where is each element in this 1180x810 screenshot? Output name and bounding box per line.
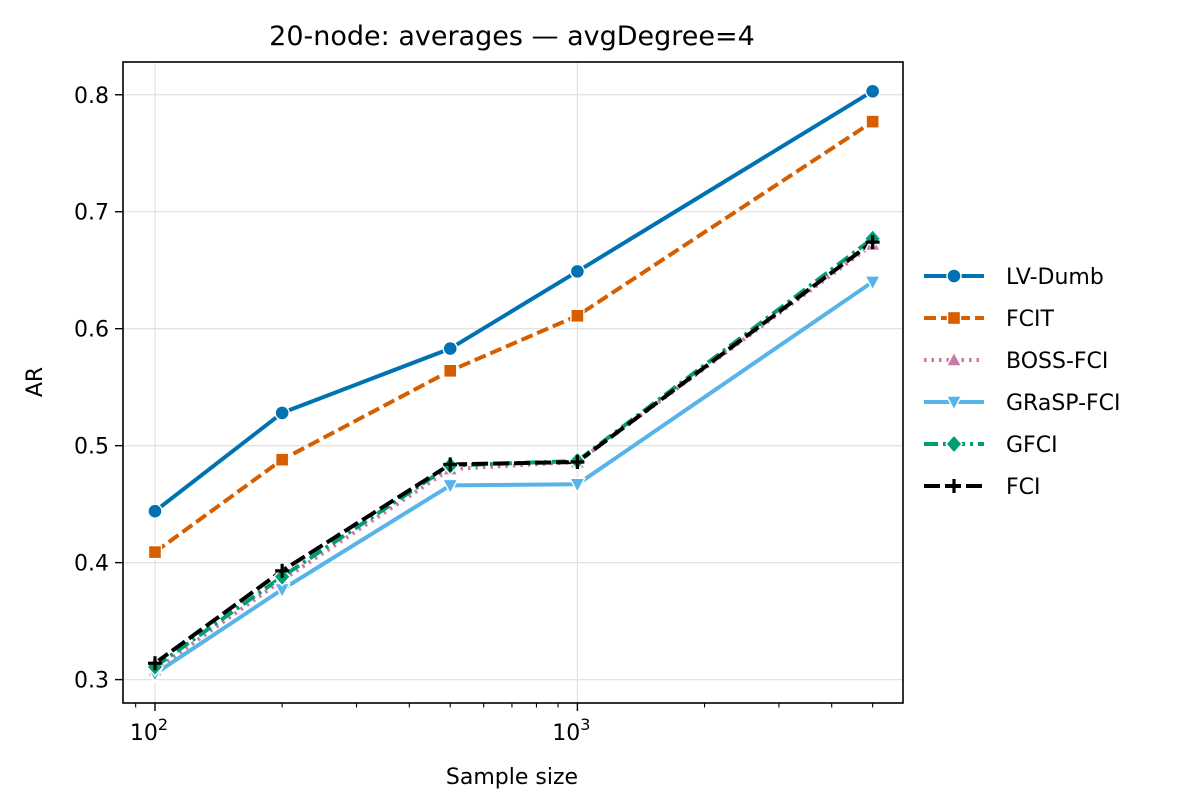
y-tick-label: 0.3 [74, 669, 109, 694]
series-marker-lv-dumb [864, 83, 881, 99]
series-marker-fcit [443, 363, 458, 379]
y-axis: 0.3 0.4 0.5 0.6 0.7 0.8 [74, 84, 123, 694]
series-marker-legend-fcit [946, 310, 962, 326]
series-marker-grasp-fci [568, 477, 587, 494]
series-markers [146, 83, 882, 684]
legend: LV-Dumb FCIT BOSS-FCI GRaSP-FCI GFCI FCI [924, 265, 1121, 500]
chart-title: 20-node: averages — avgDegree=4 [269, 21, 755, 52]
y-tick-label: 0.7 [74, 201, 109, 226]
series-marker-legend-boss-fci [945, 350, 963, 367]
x-tick-label: 102 [130, 715, 168, 746]
y-tick-label: 0.8 [74, 84, 109, 109]
x-tick-label-base: 10 [552, 721, 580, 746]
series-marker-lv-dumb [274, 405, 290, 421]
series-marker-fcit [570, 308, 585, 324]
x-axis: 102 103 [130, 703, 874, 746]
y-axis-title: AR [23, 367, 48, 397]
series-marker-grasp-fci [863, 275, 882, 292]
series-marker-fcit [147, 544, 163, 560]
y-tick-label: 0.4 [74, 552, 109, 577]
series-marker-fci [443, 457, 458, 472]
x-tick-label-exponent: 3 [580, 715, 590, 734]
legend-label: GRaSP-FCI [1006, 391, 1121, 416]
series-marker-fci [570, 455, 585, 470]
series-marker-fci [147, 656, 162, 671]
series-marker-legend-gfci [945, 433, 963, 455]
series-marker-lv-dumb [442, 340, 458, 357]
x-tick-label-exponent: 2 [158, 715, 168, 734]
legend-label: FCI [1006, 475, 1041, 500]
series-marker-fci [275, 563, 290, 578]
grid-lines [123, 62, 903, 703]
x-tick-label-base: 10 [130, 721, 158, 746]
y-tick-label: 0.5 [74, 435, 109, 460]
series-marker-fcit [865, 114, 880, 129]
x-tick-label: 103 [552, 715, 590, 746]
x-axis-title: Sample size [446, 765, 578, 790]
series-marker-lv-dumb [569, 263, 586, 280]
legend-label: GFCI [1006, 433, 1058, 458]
legend-label: LV-Dumb [1006, 265, 1104, 290]
series-marker-grasp-fci [441, 478, 459, 495]
series-marker-fci [865, 235, 880, 250]
series-marker-legend-lv-dumb [946, 268, 962, 284]
legend-label: FCIT [1006, 307, 1055, 332]
legend-label: BOSS-FCI [1006, 349, 1108, 374]
series-marker-lv-dumb [147, 503, 163, 519]
y-tick-label: 0.6 [74, 318, 109, 343]
plot-frame [122, 61, 904, 704]
series-marker-fcit [274, 452, 290, 467]
series-marker-legend-fci [947, 479, 961, 493]
series-marker-legend-grasp-fci [945, 395, 963, 412]
